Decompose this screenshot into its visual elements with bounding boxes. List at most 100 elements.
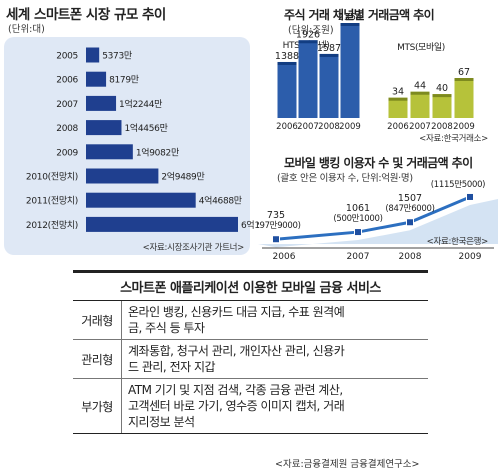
stock-trading-title: 주식 거래 채널별 거래금액 추이 (284, 8, 435, 22)
bar-cap (298, 40, 318, 44)
bar (298, 40, 318, 118)
category-label: 2009 (56, 148, 78, 158)
year-label: 2007 (297, 122, 319, 132)
bar-cap (454, 78, 474, 81)
row-description: 온라인 뱅킹, 신용카드 대금 지급, 수표 원격예 금, 주식 등 투자 (122, 301, 428, 339)
mobile-finance-table: 스마트폰 애플리케이션 이용한 모바일 금융 서비스 거래형 온라인 뱅킹, 신… (73, 270, 428, 434)
year-label: 2008 (318, 122, 340, 132)
bar-cap (388, 97, 408, 101)
bar (410, 91, 430, 118)
value-label: 1억9082만 (136, 146, 179, 158)
category-label: 2008 (56, 124, 78, 134)
value-label: 1507 (398, 193, 422, 204)
category-label: 2006 (56, 76, 78, 86)
bar (86, 216, 238, 232)
data-point (466, 192, 474, 201)
source-label: <자료:한국거래소> (419, 134, 488, 144)
table-row: 부가형 ATM 기기 및 지점 검색, 각종 금융 관련 계산, 고객센터 바로… (73, 379, 428, 434)
users-label: (1115만5000) (431, 180, 485, 190)
bar (432, 94, 452, 118)
value-label: 4억4688만 (199, 195, 242, 207)
bar-cap (410, 91, 430, 95)
mobile-banking-chart: 735(297만9000) 1061(500만1000) 1507(847만6000… (258, 180, 498, 262)
table-title: 스마트폰 애플리케이션 이용한 모바일 금융 서비스 (73, 270, 428, 301)
year-label: 2009 (459, 252, 482, 262)
bar-cap (432, 94, 452, 98)
value-label: 40 (436, 83, 448, 94)
smartphone-market-unit: (단위:대) (8, 24, 45, 35)
value-label: 5373만 (102, 51, 132, 62)
year-label: 2006 (387, 122, 409, 132)
bar (86, 71, 107, 87)
table-row: 거래형 온라인 뱅킹, 신용카드 대금 지급, 수표 원격예 금, 주식 등 투… (73, 301, 428, 340)
value-label: 1억2244만 (119, 98, 162, 110)
value-label: 2억9489만 (161, 171, 204, 183)
source-label: <자료:한국은행> (427, 236, 489, 247)
year-label: 2006 (276, 122, 298, 132)
value-label: 44 (414, 81, 426, 92)
value-label: 1926 (296, 29, 320, 40)
description-line: ATM 기기 및 지점 검색, 각종 금융 관련 계산, (128, 383, 343, 397)
bar-cap (277, 61, 297, 65)
smartphone-market-title: 세계 스마트폰 시장 규모 추이 (6, 7, 166, 23)
description-line: 드 관리, 전자 지갑 (128, 360, 216, 374)
description-line: 금, 주식 등 투자 (128, 321, 205, 335)
value-label: 735 (267, 210, 285, 221)
bar (388, 97, 408, 118)
bar (86, 47, 100, 63)
row-description: ATM 기기 및 지점 검색, 각종 금융 관련 계산, 고객센터 바로 가기,… (122, 379, 428, 433)
mobile-banking-subtitle: (괄호 안은 이용자 수, 단위:억원·명) (277, 173, 413, 184)
year-label: 2007 (347, 252, 370, 262)
value-label: 8179만 (109, 75, 139, 86)
users-label: (847만6000) (385, 204, 434, 214)
value-label: 6억1924만 (241, 219, 260, 231)
stock-trading-chart: HTS(인터넷)13882006192620071587200823542009… (275, 12, 489, 144)
bar (86, 192, 196, 208)
value-label: 34 (392, 87, 404, 98)
data-point (406, 218, 414, 227)
bar (86, 120, 122, 136)
series-line (275, 195, 471, 241)
year-label: 2009 (453, 122, 475, 132)
value-label: 1061 (346, 203, 370, 214)
bar (340, 23, 360, 118)
trend-band (258, 198, 498, 248)
row-category: 부가형 (73, 379, 122, 433)
row-category: 거래형 (73, 301, 122, 339)
description-line: 계좌통합, 청구서 관리, 개인자산 관리, 신용카 (128, 344, 345, 358)
description-line: 지리정보 분석 (128, 415, 195, 429)
data-point (272, 235, 280, 244)
year-label: 2008 (399, 252, 422, 262)
category-label: 2007 (56, 100, 78, 110)
category-label: 2005 (56, 52, 78, 62)
value-label: 1388 (275, 51, 299, 62)
stock-trading-unit: (단위:조원) (288, 25, 334, 36)
source-label: <자료:시장조사기관 가트너> (143, 242, 245, 253)
row-category: 관리형 (73, 340, 122, 378)
bar (86, 168, 159, 184)
year-label: 2008 (431, 122, 453, 132)
category-label: 2012(전망치) (26, 219, 78, 231)
bar-cap (319, 53, 339, 57)
description-line: 온라인 뱅킹, 신용카드 대금 지급, 수표 원격예 (128, 305, 345, 319)
data-point (354, 228, 362, 237)
year-label: 2009 (339, 122, 361, 132)
row-description: 계좌통합, 청구서 관리, 개인자산 관리, 신용카 드 관리, 전자 지갑 (122, 340, 428, 378)
table-row: 관리형 계좌통합, 청구서 관리, 개인자산 관리, 신용카 드 관리, 전자 … (73, 340, 428, 379)
value-label: 1587 (317, 43, 341, 54)
smartphone-market-chart: 2005 5373만 2006 8179만 2007 1억2244만 2008 1억4456만… (26, 47, 260, 253)
bar (86, 95, 117, 111)
category-label: 2010(전망치) (26, 171, 78, 183)
bar-cap (340, 23, 360, 26)
series-label: MTS(모바일) (397, 42, 445, 53)
value-label: 67 (458, 67, 470, 78)
users-label: (500만1000) (333, 214, 382, 224)
category-label: 2011(전망치) (26, 195, 78, 207)
description-line: 고객센터 바로 가기, 영수증 이미지 캡처, 거래 (128, 399, 345, 413)
bar (319, 53, 339, 118)
value-label: 1억4456만 (124, 122, 167, 134)
users-label: (297만9000) (258, 221, 301, 231)
bar (277, 61, 297, 118)
bar (86, 144, 133, 160)
mobile-banking-title: 모바일 뱅킹 이용자 수 및 거래금액 추이 (284, 156, 473, 170)
